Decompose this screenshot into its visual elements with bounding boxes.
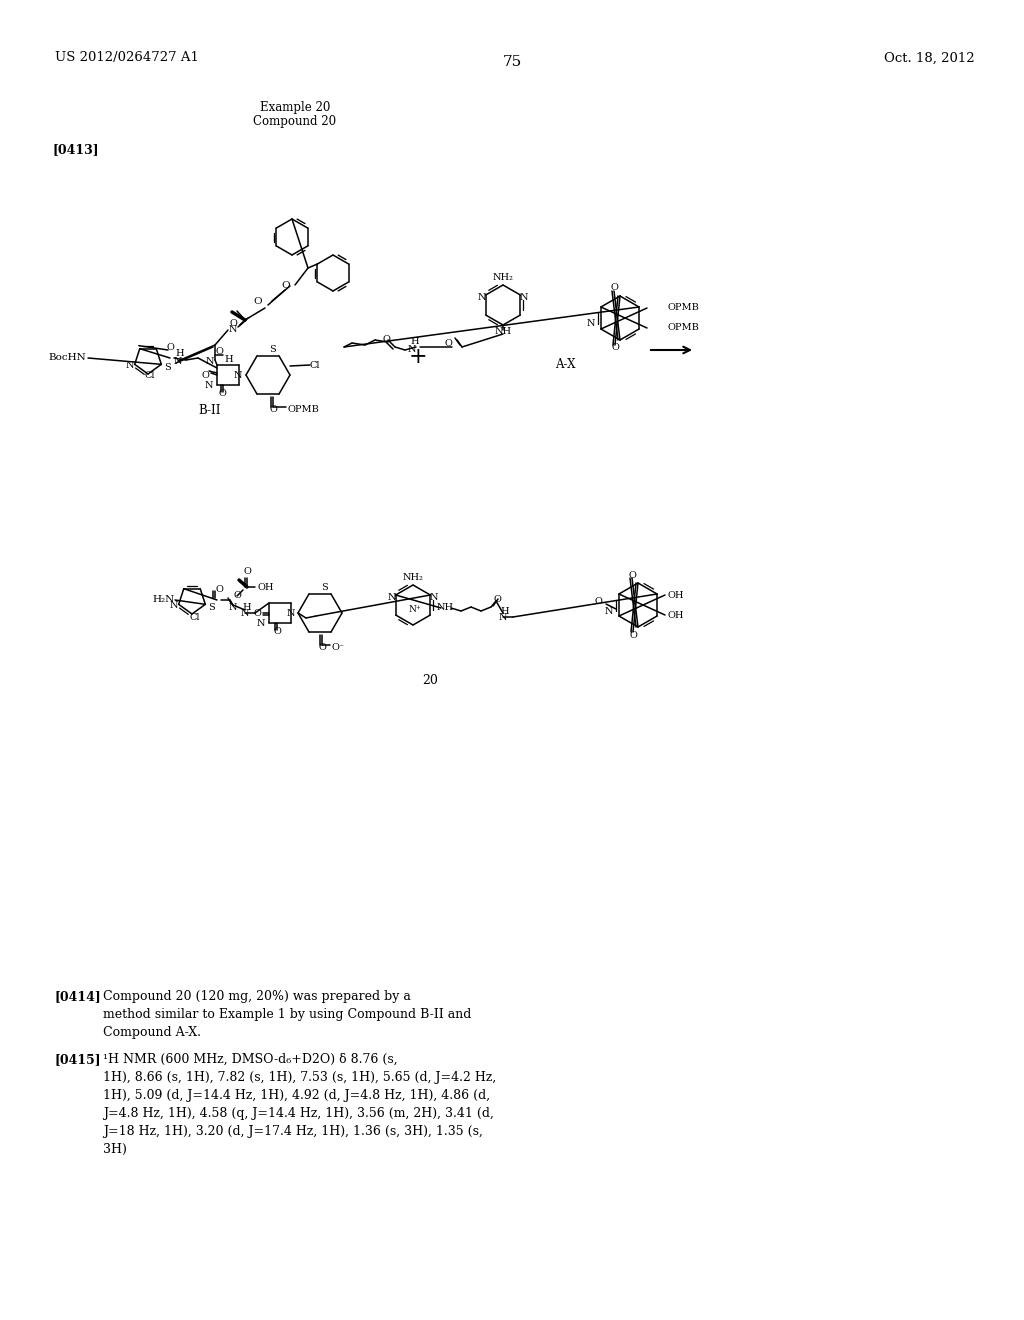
- Text: OPMB: OPMB: [667, 304, 698, 313]
- Text: O: O: [611, 343, 618, 352]
- Text: H: H: [411, 337, 419, 346]
- Text: H₂N: H₂N: [153, 595, 175, 605]
- Text: O: O: [215, 347, 223, 356]
- Text: N: N: [174, 356, 182, 366]
- Text: OH: OH: [668, 590, 684, 599]
- Text: O: O: [273, 627, 281, 636]
- Text: N: N: [206, 358, 214, 367]
- Text: 75: 75: [503, 55, 521, 69]
- Text: O: O: [215, 586, 223, 594]
- Text: [0414]: [0414]: [55, 990, 101, 1003]
- Text: H: H: [224, 355, 233, 363]
- Text: US 2012/0264727 A1: US 2012/0264727 A1: [55, 51, 199, 65]
- Text: S: S: [322, 582, 329, 591]
- Text: O: O: [282, 281, 291, 289]
- Text: S: S: [208, 603, 215, 612]
- Text: N: N: [233, 371, 242, 380]
- Text: N: N: [205, 380, 213, 389]
- Text: OH: OH: [668, 610, 684, 619]
- Text: NH: NH: [495, 327, 512, 337]
- Text: BocHN: BocHN: [48, 354, 86, 363]
- Text: ¹H NMR (600 MHz, DMSO-d₆+D2O) δ 8.76 (s,
1H), 8.66 (s, 1H), 7.82 (s, 1H), 7.53 (: ¹H NMR (600 MHz, DMSO-d₆+D2O) δ 8.76 (s,…: [103, 1053, 497, 1156]
- Text: O: O: [444, 338, 452, 347]
- Text: 20: 20: [422, 673, 438, 686]
- Text: N: N: [241, 609, 249, 618]
- Text: O: O: [382, 335, 390, 345]
- Text: Cl: Cl: [309, 360, 321, 370]
- Text: Cl: Cl: [189, 612, 201, 622]
- Text: N: N: [287, 609, 295, 618]
- Text: [0413]: [0413]: [52, 144, 98, 157]
- Text: O: O: [218, 389, 226, 399]
- Text: Compound 20: Compound 20: [253, 116, 337, 128]
- Text: O: O: [201, 371, 209, 380]
- Text: NH₂: NH₂: [402, 573, 424, 582]
- Text: H: H: [176, 348, 184, 358]
- Text: OPMB: OPMB: [288, 404, 319, 413]
- Text: O: O: [243, 568, 251, 577]
- Text: O: O: [628, 570, 636, 579]
- Text: N: N: [126, 360, 134, 370]
- Text: N: N: [228, 326, 238, 334]
- Text: O: O: [494, 595, 501, 605]
- Text: OH: OH: [257, 582, 273, 591]
- Text: O: O: [594, 598, 602, 606]
- Text: N⁺: N⁺: [409, 606, 421, 615]
- Text: N: N: [587, 319, 595, 329]
- Text: O: O: [254, 297, 262, 305]
- Text: N: N: [387, 593, 396, 602]
- Text: N: N: [499, 614, 507, 623]
- Text: O⁻: O⁻: [332, 643, 345, 652]
- Text: O: O: [166, 343, 174, 352]
- Text: B-II: B-II: [199, 404, 221, 417]
- Text: N: N: [228, 602, 238, 611]
- Text: N: N: [408, 345, 416, 354]
- Text: Cl: Cl: [144, 371, 156, 380]
- Text: S: S: [164, 363, 171, 372]
- Text: O: O: [233, 591, 241, 601]
- Text: N: N: [430, 593, 438, 602]
- Text: N: N: [256, 619, 265, 627]
- Text: O: O: [610, 284, 617, 293]
- Text: N: N: [520, 293, 528, 301]
- Text: Example 20: Example 20: [260, 102, 330, 115]
- Text: Compound 20 (120 mg, 20%) was prepared by a
method similar to Example 1 by using: Compound 20 (120 mg, 20%) was prepared b…: [103, 990, 471, 1039]
- Text: O: O: [629, 631, 637, 639]
- Text: OPMB: OPMB: [667, 323, 698, 333]
- Text: H: H: [243, 602, 251, 611]
- Text: N: N: [170, 601, 178, 610]
- Text: H: H: [501, 606, 509, 615]
- Text: N: N: [477, 293, 486, 301]
- Text: +: +: [409, 346, 427, 368]
- Text: Oct. 18, 2012: Oct. 18, 2012: [885, 51, 975, 65]
- Text: [0415]: [0415]: [55, 1053, 101, 1067]
- Text: N: N: [604, 606, 613, 615]
- Text: NH: NH: [436, 603, 454, 612]
- Text: O: O: [229, 318, 237, 327]
- Text: O: O: [269, 404, 276, 413]
- Text: O: O: [253, 609, 261, 618]
- Text: A-X: A-X: [555, 359, 575, 371]
- Text: S: S: [269, 345, 276, 354]
- Text: NH₂: NH₂: [493, 273, 513, 282]
- Text: O: O: [318, 643, 326, 652]
